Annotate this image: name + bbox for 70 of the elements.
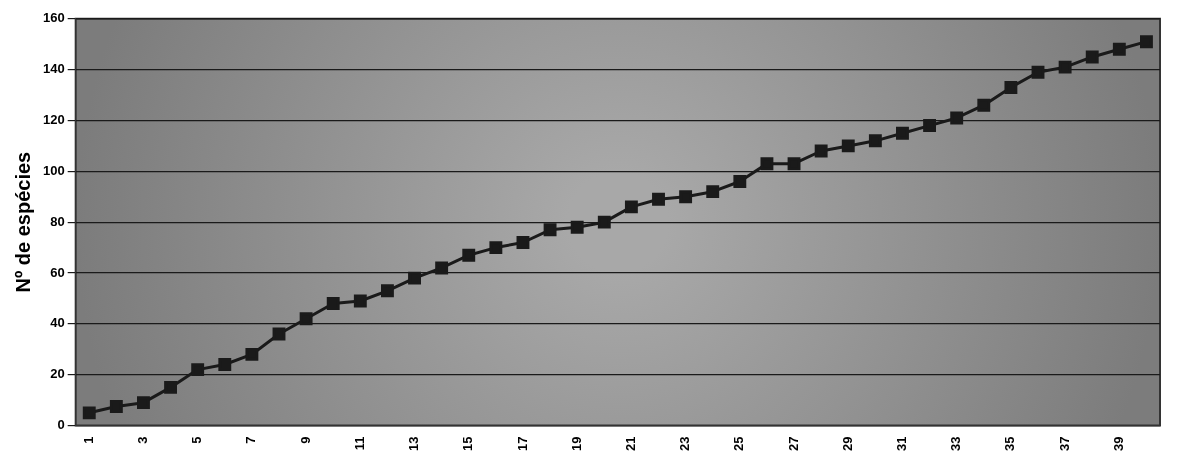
point <box>299 312 313 326</box>
y-tick-label: 40 <box>50 315 65 331</box>
x-tick-label: 29 <box>839 436 855 452</box>
point <box>516 236 530 249</box>
y-tick-label: 60 <box>50 264 65 280</box>
point <box>1004 80 1018 94</box>
x-tick-label: 33 <box>948 436 964 452</box>
point <box>814 144 828 158</box>
point <box>218 358 232 371</box>
point <box>950 111 964 125</box>
x-tick-label: 1 <box>80 436 96 444</box>
x-tick-label: 11 <box>351 436 367 451</box>
y-axis-title: Nº de espécies <box>11 151 34 293</box>
point <box>82 406 96 420</box>
point <box>896 126 909 140</box>
point <box>1112 42 1126 56</box>
x-tick-label: 7 <box>243 436 259 444</box>
x-tick-label: 19 <box>568 436 584 452</box>
x-tick-label: 27 <box>785 436 801 452</box>
y-tick-label: 140 <box>42 61 65 77</box>
point <box>1140 35 1153 49</box>
y-tick-label: 0 <box>57 417 65 433</box>
point <box>624 200 638 214</box>
point <box>652 192 665 206</box>
point <box>326 297 340 310</box>
point <box>679 190 693 204</box>
point <box>109 400 123 413</box>
x-tick-label: 37 <box>1056 436 1072 452</box>
y-tick-label: 120 <box>42 112 65 128</box>
point <box>164 380 178 394</box>
point <box>787 157 801 171</box>
point <box>543 223 557 237</box>
point <box>245 347 259 361</box>
y-tick-label: 20 <box>50 366 65 382</box>
x-tick-label: 31 <box>894 436 910 452</box>
x-tick-label: 9 <box>297 436 313 444</box>
point <box>923 119 937 133</box>
point <box>733 175 747 188</box>
point <box>137 396 150 410</box>
x-tick-label: 21 <box>622 436 638 452</box>
x-tick-label: 3 <box>135 436 151 444</box>
x-tick-label: 39 <box>1110 436 1126 452</box>
point <box>1031 65 1045 79</box>
x-tick-label: 13 <box>406 436 422 452</box>
x-tick-label: 35 <box>1002 436 1018 452</box>
point <box>977 98 991 112</box>
point <box>570 220 584 234</box>
point <box>597 215 611 229</box>
point <box>760 157 774 171</box>
point <box>1085 50 1099 64</box>
point <box>353 294 367 308</box>
x-tick-label: 17 <box>514 436 530 452</box>
x-tick-label: 25 <box>731 436 747 452</box>
point <box>841 139 855 153</box>
x-tick-label: 5 <box>189 436 205 444</box>
point <box>868 134 882 148</box>
point <box>408 271 421 285</box>
point <box>272 327 286 341</box>
point <box>706 185 720 199</box>
point <box>462 248 476 262</box>
x-tick-label: 23 <box>677 436 693 452</box>
x-tick-label: 15 <box>460 436 476 452</box>
point <box>380 284 394 298</box>
y-tick-label: 80 <box>50 213 65 229</box>
point <box>489 241 503 255</box>
point <box>435 261 449 275</box>
point <box>1058 60 1072 74</box>
y-tick-label: 100 <box>42 162 65 178</box>
y-tick-label: 160 <box>42 10 65 26</box>
point <box>191 363 205 377</box>
